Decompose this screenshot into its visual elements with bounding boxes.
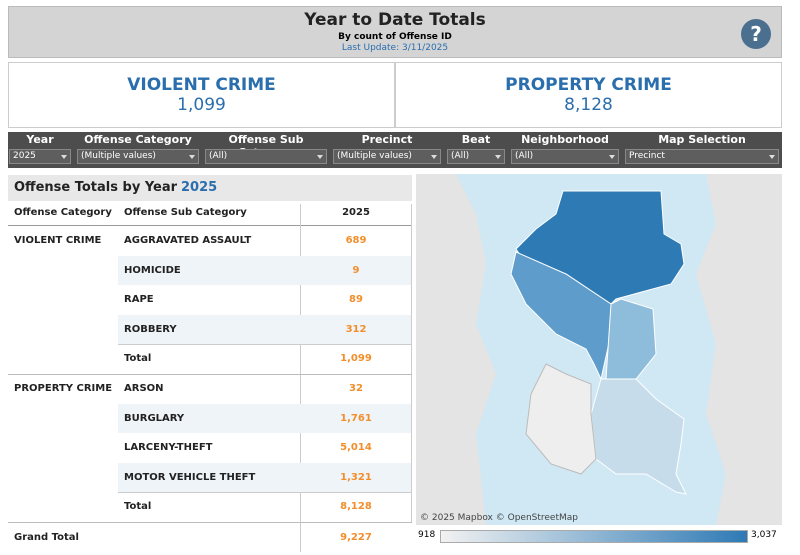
filter-label: Offense Category: [84, 133, 192, 146]
table-title-year: 2025: [181, 180, 218, 195]
filter-label: Year: [26, 133, 54, 146]
dropdown-arrow: [431, 155, 437, 159]
value-cell: 1,761: [340, 412, 372, 424]
row-rule: [118, 492, 411, 494]
precinct-southwest: [525, 363, 597, 475]
row-rule: [118, 344, 411, 346]
table-title: Offense Totals by Year: [14, 180, 178, 195]
grand-total-label: Grand Total: [14, 532, 79, 543]
precinct-west: [510, 251, 612, 381]
filter-value: (Multiple values): [337, 151, 412, 161]
kpi-label: PROPERTY CRIME: [505, 75, 672, 95]
value-cell: 1,321: [340, 471, 372, 483]
value-cell: 689: [345, 235, 367, 246]
filter-dropdown[interactable]: (All): [511, 149, 619, 164]
kpi-value: 8,128: [564, 95, 613, 115]
group-rule: [8, 522, 412, 523]
dropdown-arrow: [61, 155, 67, 159]
filter-bar: Year 2025 Offense Category (Multiple values…: [8, 132, 782, 168]
subcategory-cell: AGGRAVATED ASSAULT: [124, 235, 252, 246]
value-cell: 9: [352, 264, 360, 276]
filter-value: (All): [451, 151, 470, 161]
filter-dropdown[interactable]: (All): [447, 149, 505, 164]
filter-dropdown[interactable]: (All): [205, 149, 327, 164]
land: [416, 174, 496, 525]
value-cell: 1,099: [340, 353, 372, 365]
kpi-card: VIOLENT CRIME 1,099: [8, 62, 395, 128]
subtitle: By count of Offense ID: [338, 32, 452, 42]
subcategory-cell: RAPE: [124, 294, 154, 306]
value-cell: 32: [349, 383, 363, 394]
subcategory-cell: ROBBERY: [124, 323, 177, 335]
dropdown-arrow: [317, 155, 323, 159]
dropdown-arrow: [495, 155, 501, 159]
row-shade: [118, 462, 411, 493]
help-icon[interactable]: ?: [741, 19, 771, 49]
column-header: Offense Category: [14, 207, 112, 218]
kpi-card: PROPERTY CRIME 8,128: [395, 62, 782, 128]
subcategory-cell: HOMICIDE: [124, 264, 181, 276]
value-cell: 89: [349, 294, 363, 306]
dropdown-arrow: [189, 155, 195, 159]
table-title-bar: Offense Totals by Year 2025: [8, 175, 412, 201]
header-rule: [8, 225, 412, 226]
row-shade: [118, 314, 411, 345]
table-border: [411, 204, 412, 522]
filter-value: (All): [209, 151, 228, 161]
filter-value: (Multiple values): [81, 151, 156, 161]
subcategory-cell: LARCENY-THEFT: [124, 442, 213, 454]
column-header: Offense Sub Category: [124, 207, 247, 218]
subcategory-cell: ARSON: [124, 383, 164, 394]
subcategory-cell: MOTOR VEHICLE THEFT: [124, 471, 256, 483]
legend-gradient: [440, 530, 748, 543]
map: © 2025 Mapbox © OpenStreetMap: [416, 174, 782, 525]
column-divider: [300, 204, 301, 552]
subcategory-cell: BURGLARY: [124, 412, 185, 424]
filter-label: Neighborhood: [521, 133, 609, 146]
grand-total-value: 9,227: [340, 532, 372, 543]
column-header: 2025: [342, 207, 370, 218]
legend-min: 918: [418, 530, 436, 540]
category-cell: VIOLENT CRIME: [14, 235, 102, 246]
filter-dropdown[interactable]: Precinct: [625, 149, 779, 164]
subcategory-cell: Total: [124, 501, 152, 513]
value-cell: 312: [345, 323, 367, 335]
filter-value: Precinct: [629, 151, 665, 161]
filter-dropdown[interactable]: (Multiple values): [77, 149, 199, 164]
filter-value: 2025: [13, 151, 36, 161]
subcategory-cell: Total: [124, 353, 152, 365]
last-update: Last Update: 3/11/2025: [341, 43, 449, 53]
group-rule: [8, 374, 412, 375]
map-attribution: © 2025 Mapbox © OpenStreetMap: [420, 513, 578, 523]
row-shade: [118, 255, 411, 286]
table: Offense Category Offense Sub Category 2025…: [8, 204, 412, 552]
filter-label: Beat: [461, 133, 491, 146]
row-shade: [118, 403, 411, 434]
legend-max: 3,037: [751, 530, 777, 540]
category-cell: PROPERTY CRIME: [14, 383, 113, 394]
kpi-label: VIOLENT CRIME: [127, 75, 276, 95]
dropdown-arrow: [609, 155, 615, 159]
filter-label: Map Selection: [658, 133, 746, 146]
kpi-value: 1,099: [177, 95, 226, 115]
value-cell: 5,014: [340, 442, 372, 454]
value-cell: 8,128: [340, 501, 372, 513]
filter-dropdown[interactable]: (Multiple values): [333, 149, 441, 164]
dropdown-arrow: [769, 155, 775, 159]
filter-dropdown[interactable]: 2025: [9, 149, 71, 164]
title: Year to Date Totals: [304, 10, 486, 30]
land: [696, 174, 782, 525]
filter-value: (All): [515, 151, 534, 161]
filter-label: Precinct: [361, 133, 413, 146]
header: Year to Date Totals By count of Offense …: [8, 6, 782, 58]
